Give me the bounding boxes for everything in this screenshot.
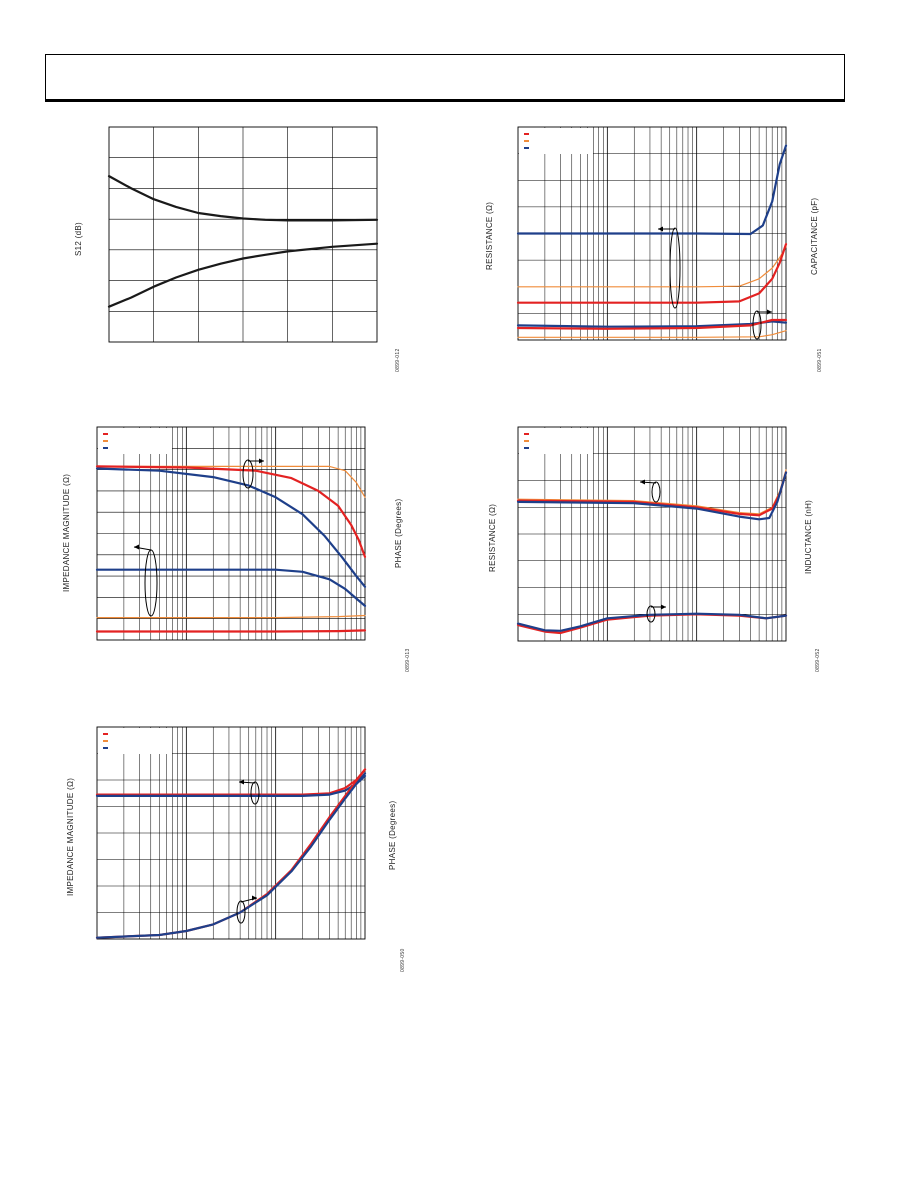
annotation-arrow-head (259, 458, 264, 464)
annotation-ellipse (646, 605, 656, 623)
series-line-1 (107, 175, 379, 222)
annotation-ellipse (236, 900, 246, 924)
series-line-6 (95, 629, 367, 633)
series-line-3 (516, 471, 788, 521)
annotation-arrow-head (661, 604, 666, 610)
annotation-ellipse (242, 459, 254, 489)
plot-frame (96, 726, 366, 940)
series-line-4 (95, 568, 367, 607)
chart-svg (95, 426, 367, 641)
annotation-ellipse (651, 481, 661, 503)
series-line-1 (517, 469, 787, 515)
legend-box (519, 428, 593, 454)
series-line-1 (95, 768, 367, 796)
series-line-1 (516, 144, 788, 236)
annotation-ellipse (250, 781, 260, 805)
plot-frame (517, 426, 787, 642)
legend-box (98, 428, 172, 454)
resistance-inductance-chart-panel: RESISTANCE (Ω) INDUCTANCE (nH) 0899-052 (488, 426, 821, 672)
legend-box (98, 728, 172, 754)
chart-svg (95, 726, 367, 940)
annotation-arrow-head (658, 226, 663, 232)
series-line-3 (516, 243, 788, 304)
annotation-arrow-head (239, 779, 244, 785)
annotation-arrow-head (767, 309, 772, 315)
plot-frame (96, 426, 366, 641)
series-line-2 (517, 246, 787, 288)
impedance-phase-chart-1-panel: IMPEDANCE MAGNITUDE (Ω) PHASE (Degrees) … (0, 0, 459, 700)
series-line-5 (96, 614, 366, 619)
legend-box (519, 128, 593, 154)
series-line-2 (107, 242, 379, 308)
impedance-phase-chart-2-panel: IMPEDANCE MAGNITUDE (Ω) PHASE (Degrees) … (0, 0, 459, 1000)
plot-frame (108, 126, 378, 343)
series-line-2 (95, 465, 367, 558)
series-line-4 (95, 772, 367, 939)
page-header-box (45, 54, 845, 102)
series-line-3 (95, 467, 367, 588)
annotation-arrow-head (640, 479, 645, 485)
series-line-5 (516, 612, 788, 632)
chart-svg (107, 126, 379, 343)
resistance-capacitance-chart-panel: RESISTANCE (Ω) CAPACITANCE (pF) 0899-051 (0, 0, 918, 390)
series-line-4 (516, 320, 788, 328)
chart-svg (516, 426, 788, 642)
chart-svg (516, 126, 788, 341)
annotation-arrow-head (252, 895, 257, 901)
annotation-ellipse (752, 310, 762, 340)
series-line-5 (516, 318, 788, 330)
annotation-ellipse (669, 227, 681, 309)
annotation-arrow-head (134, 544, 139, 550)
s12-chart-panel: S12 (dB) 0899-012 (0, 0, 459, 390)
